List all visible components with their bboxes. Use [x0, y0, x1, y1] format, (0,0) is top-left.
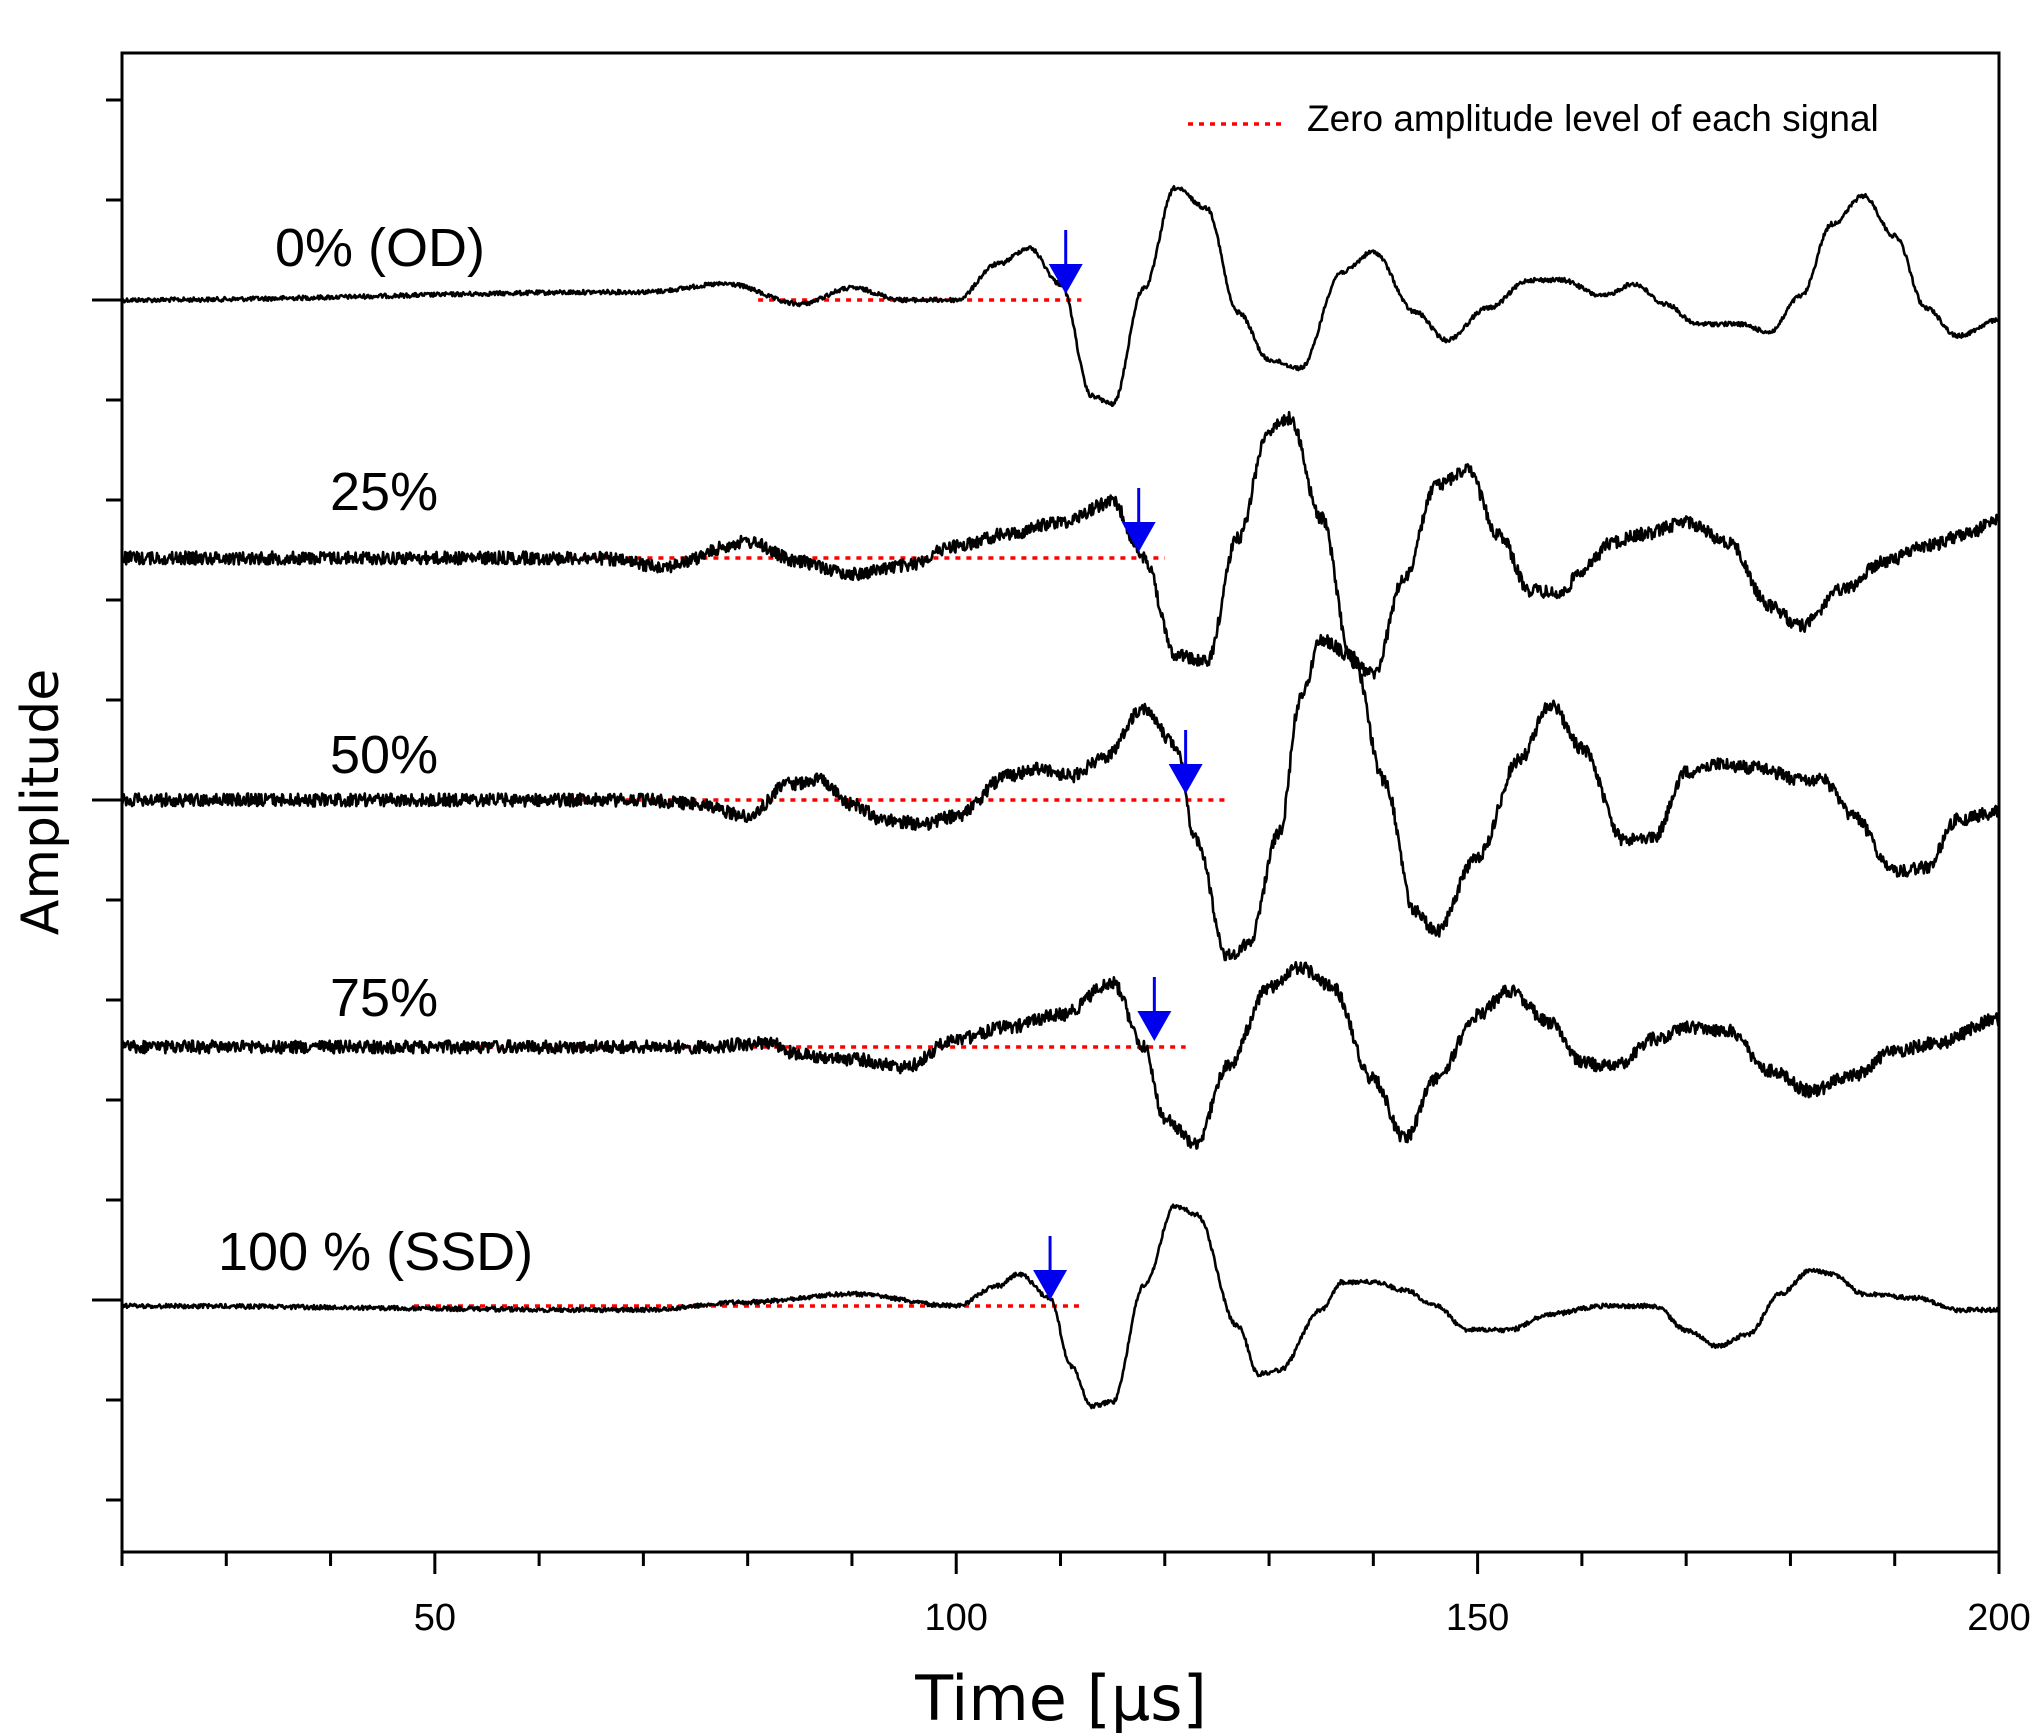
- series-label: 50%: [330, 725, 438, 785]
- x-tick-label: 150: [1446, 1597, 1509, 1639]
- legend-label: Zero amplitude level of each signal: [1307, 98, 1879, 139]
- onset-arrow-head: [1137, 1011, 1172, 1041]
- series-label: 100 % (SSD): [218, 1222, 533, 1282]
- onset-arrow-head: [1033, 1270, 1068, 1300]
- x-tick-label: 50: [414, 1597, 456, 1639]
- onset-arrow-head: [1048, 264, 1083, 294]
- y-axis-title: Amplitude: [11, 669, 71, 935]
- series-label: 75%: [330, 968, 438, 1028]
- x-tick-labels: 50 100 150 200: [414, 1597, 2031, 1639]
- x-tick-label: 100: [925, 1597, 988, 1639]
- signal-trace: [120, 1203, 2000, 1410]
- axis-ticks: [92, 98, 2001, 1574]
- onset-arrow-head: [1121, 522, 1156, 552]
- x-axis-title: Time [µs]: [914, 1662, 1207, 1735]
- signal-trace: [120, 961, 2001, 1150]
- onset-arrows: [1033, 230, 1203, 1300]
- series-label: 25%: [330, 462, 438, 522]
- series-label: 0% (OD): [275, 218, 485, 278]
- zero-lines: [413, 298, 1228, 1308]
- x-tick-label: 200: [1967, 1597, 2030, 1639]
- legend: Zero amplitude level of each signal: [1188, 98, 1879, 139]
- signal-trace: [121, 410, 2001, 680]
- series-labels: 0% (OD) 25% 50% 75% 100 % (SSD): [218, 218, 533, 1282]
- signal-trace: [120, 633, 2001, 962]
- onset-arrow-head: [1168, 764, 1203, 794]
